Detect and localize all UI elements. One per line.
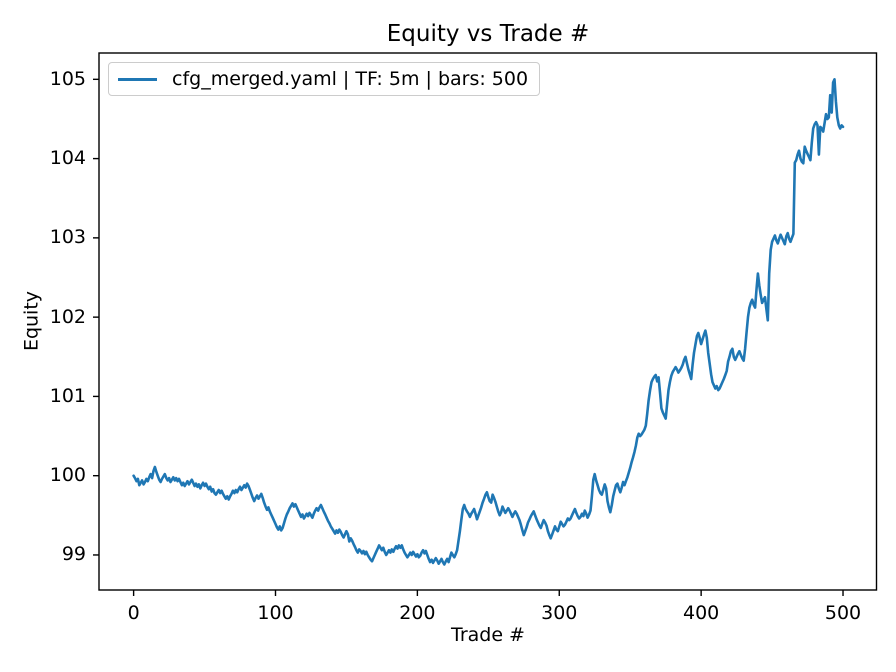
x-axis-label: Trade # — [451, 624, 525, 646]
y-tick-label: 99 — [61, 543, 86, 566]
y-tick-label: 103 — [49, 226, 86, 249]
legend: cfg_merged.yaml | TF: 5m | bars: 500 — [108, 62, 541, 96]
x-tick-label: 300 — [541, 602, 578, 624]
y-tick-label: 104 — [49, 147, 86, 170]
x-tick-label: 200 — [399, 602, 436, 624]
legend-label: cfg_merged.yaml | TF: 5m | bars: 500 — [172, 68, 529, 90]
chart-title: Equity vs Trade # — [386, 21, 590, 47]
plot-frame — [98, 52, 878, 591]
y-tick-label: 100 — [49, 464, 86, 487]
x-tick-label: 0 — [127, 602, 140, 624]
y-tick-label: 102 — [49, 305, 86, 328]
legend-line-sample-icon — [118, 77, 157, 81]
tick-marks — [93, 78, 844, 596]
x-tick-label: 500 — [824, 602, 862, 624]
y-tick-label: 101 — [49, 384, 86, 407]
x-tick-label: 400 — [682, 602, 720, 624]
equity-line-series — [132, 78, 845, 566]
x-tick-label: 100 — [257, 602, 294, 624]
y-tick-label: 105 — [49, 67, 86, 90]
